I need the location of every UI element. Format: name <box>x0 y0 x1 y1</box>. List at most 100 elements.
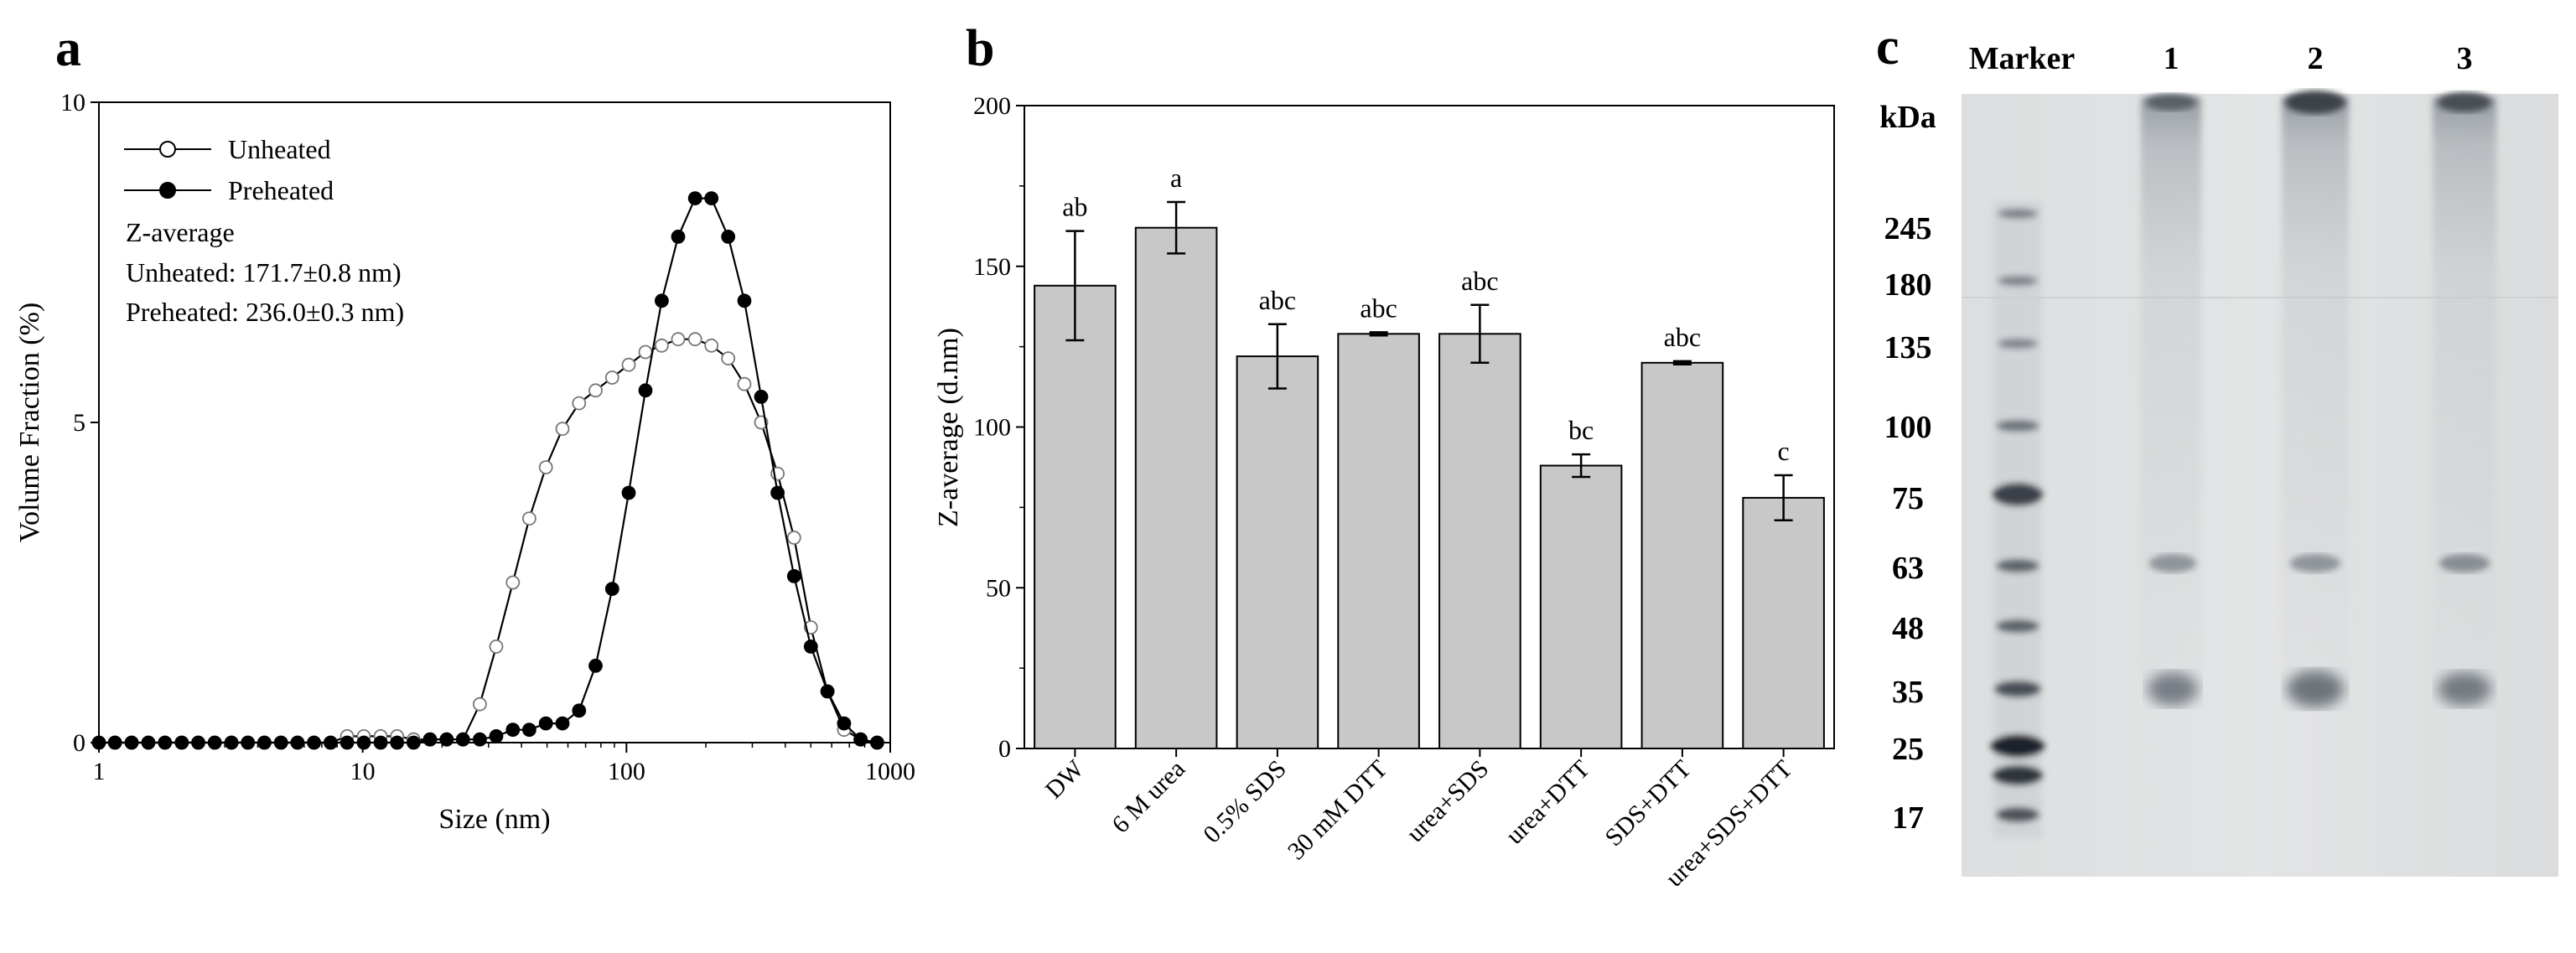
data-point-preheated <box>538 716 553 731</box>
data-point-unheated <box>638 344 653 360</box>
data-point-unheated <box>489 640 504 654</box>
panel-b-x-tick-label: 6 M urea <box>1107 755 1190 839</box>
data-point-preheated <box>655 293 669 308</box>
panel-a-y-tick-label: 10 <box>60 89 86 117</box>
data-point-preheated <box>290 735 305 750</box>
data-point-unheated <box>721 351 736 366</box>
significance-letter: abc <box>1360 293 1397 323</box>
data-point-preheated <box>224 735 239 750</box>
data-point-unheated <box>473 697 487 712</box>
data-point-preheated <box>406 735 421 750</box>
data-point-unheated <box>786 531 801 545</box>
panel-a-x-tick-label: 1000 <box>865 758 915 785</box>
gel-header-lane-3: 3 <box>2457 41 2473 76</box>
data-point-preheated <box>124 735 139 750</box>
data-point-unheated <box>522 511 536 526</box>
panel-a-series <box>91 191 884 750</box>
panel-a-y-ticks: 0 5 10 <box>60 89 99 757</box>
data-point-preheated <box>837 716 852 731</box>
data-point-preheated <box>786 569 801 583</box>
significance-letter: abc <box>1664 322 1701 352</box>
ladder-band-135 <box>1998 339 2038 349</box>
data-point-preheated <box>489 729 504 743</box>
data-point-preheated <box>174 735 189 750</box>
panel-a-y-axis-title: Volume Fraction (%) <box>14 303 45 542</box>
panel-b-x-tick-label: 0.5% SDS <box>1198 755 1292 849</box>
panel-a-y-tick-label: 0 <box>73 729 86 757</box>
data-point-preheated <box>373 735 388 750</box>
gel-size-label-35: 35 <box>1892 675 1924 710</box>
data-point-preheated <box>158 735 173 750</box>
gel-size-label-75: 75 <box>1892 481 1924 516</box>
bar <box>1438 333 1521 749</box>
data-point-preheated <box>191 735 205 750</box>
data-point-preheated <box>439 732 454 747</box>
data-point-preheated <box>107 735 122 750</box>
data-point-unheated <box>505 575 521 590</box>
data-point-preheated <box>572 703 587 718</box>
data-point-preheated <box>339 735 355 750</box>
ladder-band-100 <box>1996 420 2040 432</box>
panel-b-y-tick-label: 0 <box>998 735 1011 763</box>
gel-size-label-48: 48 <box>1892 611 1924 646</box>
data-point-preheated <box>505 723 521 738</box>
panel-a-line-chart: 0 5 10 1 10 100 1000 Size (nm) Volume Fractio… <box>14 89 915 835</box>
gel-size-label-135: 135 <box>1884 330 1932 365</box>
z-average-preheated: Preheated: 236.0±0.3 nm) <box>126 297 404 327</box>
panel-b-y-tick-label: 100 <box>973 414 1011 442</box>
panel-b-letter: b <box>966 20 994 77</box>
lane-2-well-band <box>2285 91 2345 114</box>
data-point-unheated <box>737 376 752 391</box>
data-point-preheated <box>207 735 222 750</box>
panel-b-y-axis-title: Z-average (d.nm) <box>933 328 964 527</box>
panel-b-x-tick-label: SDS+DTT <box>1599 755 1696 852</box>
lane-1-band-35 <box>2148 672 2198 706</box>
lane-2-band-63 <box>2290 554 2340 572</box>
lane-3-band-35 <box>2438 672 2491 706</box>
panel-c-letter: c <box>1876 18 1900 75</box>
panel-b-bar-chart: 0 50 100 150 200 ab a abc abc abc bc abc c DW 6 M ur… <box>933 92 1835 893</box>
significance-letter: a <box>1170 163 1182 193</box>
data-point-preheated <box>257 735 272 750</box>
panel-a-legend: Unheated Preheated Z-average Unheated: 1… <box>124 134 404 327</box>
ladder-band-35 <box>1994 681 2041 697</box>
data-point-preheated <box>91 735 106 750</box>
data-point-preheated <box>704 191 719 206</box>
panel-b-x-tick-label: 30 mM DTT <box>1283 755 1393 866</box>
z-average-unheated: Unheated: 171.7±0.8 nm) <box>126 257 402 287</box>
data-point-preheated <box>455 732 470 747</box>
lane-3-band-63 <box>2439 554 2490 572</box>
data-point-preheated <box>323 735 338 750</box>
bar <box>1034 284 1117 749</box>
data-point-preheated <box>141 735 156 750</box>
data-point-preheated <box>621 485 636 500</box>
data-point-preheated <box>721 229 736 244</box>
gel-header-lane-2: 2 <box>2308 41 2324 76</box>
data-point-preheated <box>754 389 769 404</box>
gel-size-label-25: 25 <box>1892 732 1924 767</box>
panel-b-x-tick-label: urea+DTT <box>1501 755 1595 850</box>
data-point-preheated <box>588 658 603 673</box>
data-point-preheated <box>422 732 438 747</box>
ladder-band-75 <box>1993 483 2043 506</box>
panel-a-x-axis-title: Size (nm) <box>438 804 550 835</box>
data-point-unheated <box>655 338 669 353</box>
gel-size-label-180: 180 <box>1884 267 1932 303</box>
data-point-preheated <box>307 735 322 750</box>
lane-1-band-63 <box>2149 554 2196 572</box>
data-point-preheated <box>870 735 884 750</box>
data-point-preheated <box>473 732 487 747</box>
data-point-unheated <box>572 396 587 411</box>
sample-lane-2 <box>2282 91 2349 707</box>
data-point-unheated <box>604 370 619 385</box>
ladder-band-25 <box>1991 734 2045 758</box>
data-point-unheated <box>621 357 636 372</box>
gel-size-label-245: 245 <box>1884 211 1932 246</box>
legend-preheated-marker <box>159 182 176 199</box>
significance-letter: ab <box>1062 192 1087 222</box>
gel-size-label-17: 17 <box>1892 800 1924 836</box>
data-point-preheated <box>273 735 288 750</box>
marker-ladder-lane <box>1991 201 2045 838</box>
lane-3-well-band <box>2438 92 2491 112</box>
legend-preheated-label: Preheated <box>228 175 334 205</box>
